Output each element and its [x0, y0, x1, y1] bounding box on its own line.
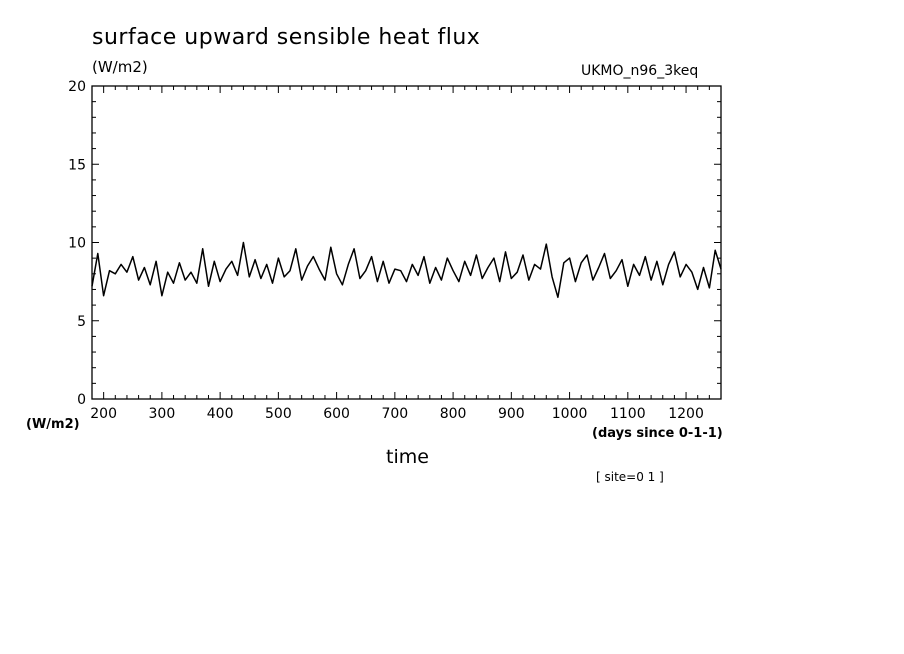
- chart-title: surface upward sensible heat flux: [92, 25, 481, 50]
- y-tick-label: 5: [77, 314, 86, 330]
- x-tick-label: 200: [90, 406, 117, 422]
- x-tick-label: 700: [381, 406, 408, 422]
- y-tick-label: 15: [68, 157, 86, 173]
- plot-frame: [91, 85, 722, 400]
- series-line-0: [91, 241, 722, 299]
- x-tick-label: 400: [207, 406, 234, 422]
- y-tick-label: 0: [77, 392, 86, 408]
- x-tick-label: 1200: [668, 406, 704, 422]
- x-axis-title: time: [386, 446, 429, 468]
- model-label: UKMO_n96_3keq: [581, 63, 699, 79]
- y-units-top: (W/m2): [92, 58, 148, 76]
- y-units-left: (W/m2): [26, 417, 80, 432]
- x-tick-label: 500: [265, 406, 292, 422]
- x-tick-label: 1100: [610, 406, 646, 422]
- x-axis-units: (days since 0-1-1): [592, 426, 723, 441]
- y-tick-label: 10: [68, 236, 86, 252]
- site-annotation: [ site=0 1 ]: [596, 470, 664, 484]
- x-tick-label: 1000: [552, 406, 588, 422]
- x-tick-label: 900: [498, 406, 525, 422]
- x-tick-label: 600: [323, 406, 350, 422]
- x-tick-label: 300: [149, 406, 176, 422]
- y-tick-label: 20: [68, 79, 86, 95]
- x-tick-label: 800: [440, 406, 467, 422]
